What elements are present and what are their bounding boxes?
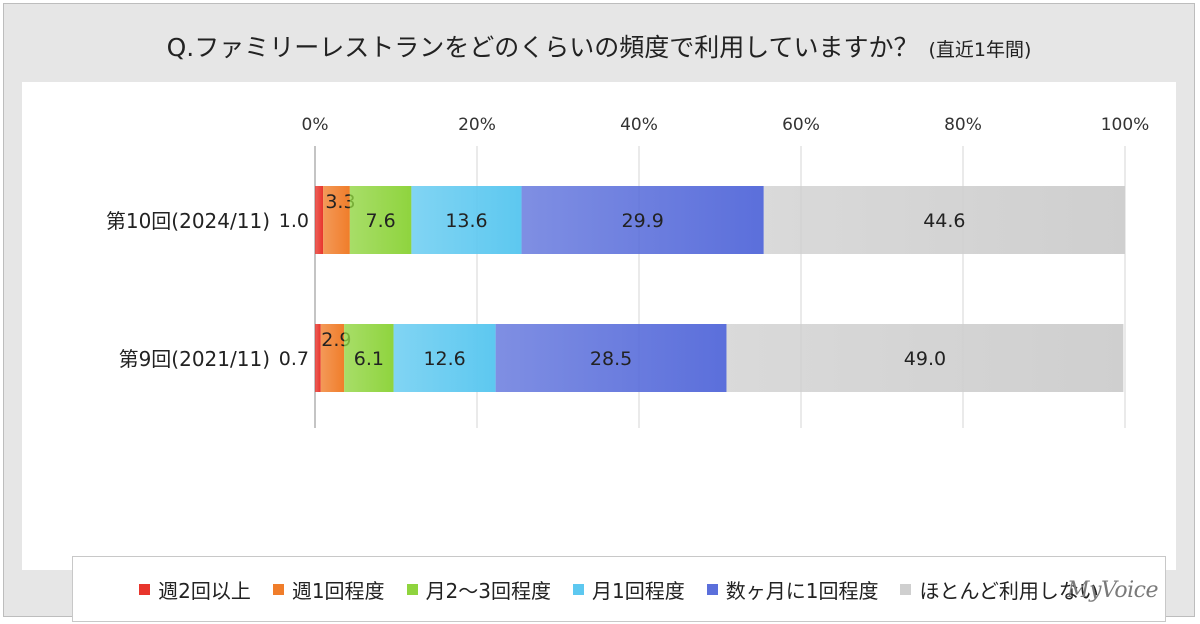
myvoice-logo: MyVoice	[1067, 578, 1158, 603]
data-label: 3.3	[325, 191, 355, 213]
bar-segment	[411, 186, 522, 254]
legend-swatch	[900, 583, 912, 595]
legend-item: 週2回以上	[139, 575, 251, 604]
title-text: Q.ファミリーレストランをどのくらいの頻度で利用していますか？	[166, 33, 919, 62]
data-label: 13.6	[445, 210, 487, 232]
plot-area: 0% 20% 40% 60% 80% 100% 1.0 3.3 7.6 13.6 29.9 44.6 第…	[22, 82, 1176, 622]
data-label: 49.0	[904, 348, 946, 370]
bar-chart: 0% 20% 40% 60% 80% 100% 1.0 3.3 7.6 13.6 29.9 44.6 第…	[106, 115, 1150, 428]
bar-segment	[521, 186, 764, 254]
data-label: 28.5	[590, 348, 632, 370]
legend-label: 月2～3回程度	[425, 578, 552, 603]
bar-segment	[726, 324, 1124, 392]
legend-item: 月1回程度	[573, 575, 685, 604]
data-label: 0.7	[279, 348, 309, 370]
x-tick-label: 100%	[1101, 115, 1150, 135]
bar-segment	[763, 186, 1125, 254]
legend-label: 週2回以上	[158, 578, 251, 603]
legend-swatch	[406, 583, 418, 595]
bar-segment	[495, 324, 727, 392]
legend-label: 週1回程度	[291, 578, 385, 603]
bar-segment	[349, 186, 412, 254]
bar-segment	[323, 186, 350, 254]
chart-title: Q.ファミリーレストランをどのくらいの頻度で利用していますか？ (直近1年間)	[3, 28, 1195, 64]
legend-item: 週1回程度	[272, 575, 385, 604]
data-label: 12.6	[423, 348, 465, 370]
legend: 週2回以上 週1回程度 月2～3回程度 月1回程度 数ヶ月に1回程度 ほとんど利用しない	[72, 556, 1166, 622]
bar-segment	[320, 324, 345, 392]
bar-segment	[344, 324, 394, 392]
bar-segment	[315, 186, 324, 254]
x-tick-label: 0%	[302, 115, 329, 135]
x-tick-label: 60%	[782, 115, 820, 135]
legend-label: ほとんど利用しない	[919, 578, 1099, 603]
bar-segment	[393, 324, 496, 392]
legend-item: 数ヶ月に1回程度	[706, 575, 879, 604]
category-label: 第10回(2024/11)	[106, 209, 270, 233]
legend-swatch	[139, 583, 151, 595]
x-tick-label: 80%	[944, 115, 982, 135]
legend-swatch	[573, 583, 585, 595]
x-tick-label: 20%	[458, 115, 496, 135]
category-label: 第9回(2021/11)	[119, 347, 270, 371]
bar-segment	[315, 324, 321, 392]
data-label: 29.9	[621, 210, 663, 232]
data-label: 7.6	[366, 210, 396, 232]
data-label: 6.1	[354, 348, 384, 370]
legend-item: 月2～3回程度	[406, 575, 552, 604]
data-label: 44.6	[923, 210, 965, 232]
legend-swatch	[706, 583, 718, 595]
legend-label: 数ヶ月に1回程度	[725, 578, 879, 603]
data-label: 1.0	[279, 210, 309, 232]
legend-item: ほとんど利用しない	[900, 575, 1099, 604]
title-subtitle: (直近1年間)	[928, 39, 1032, 61]
x-tick-label: 40%	[620, 115, 658, 135]
data-label: 2.9	[321, 329, 351, 351]
legend-swatch	[272, 583, 284, 595]
legend-label: 月1回程度	[592, 578, 685, 603]
